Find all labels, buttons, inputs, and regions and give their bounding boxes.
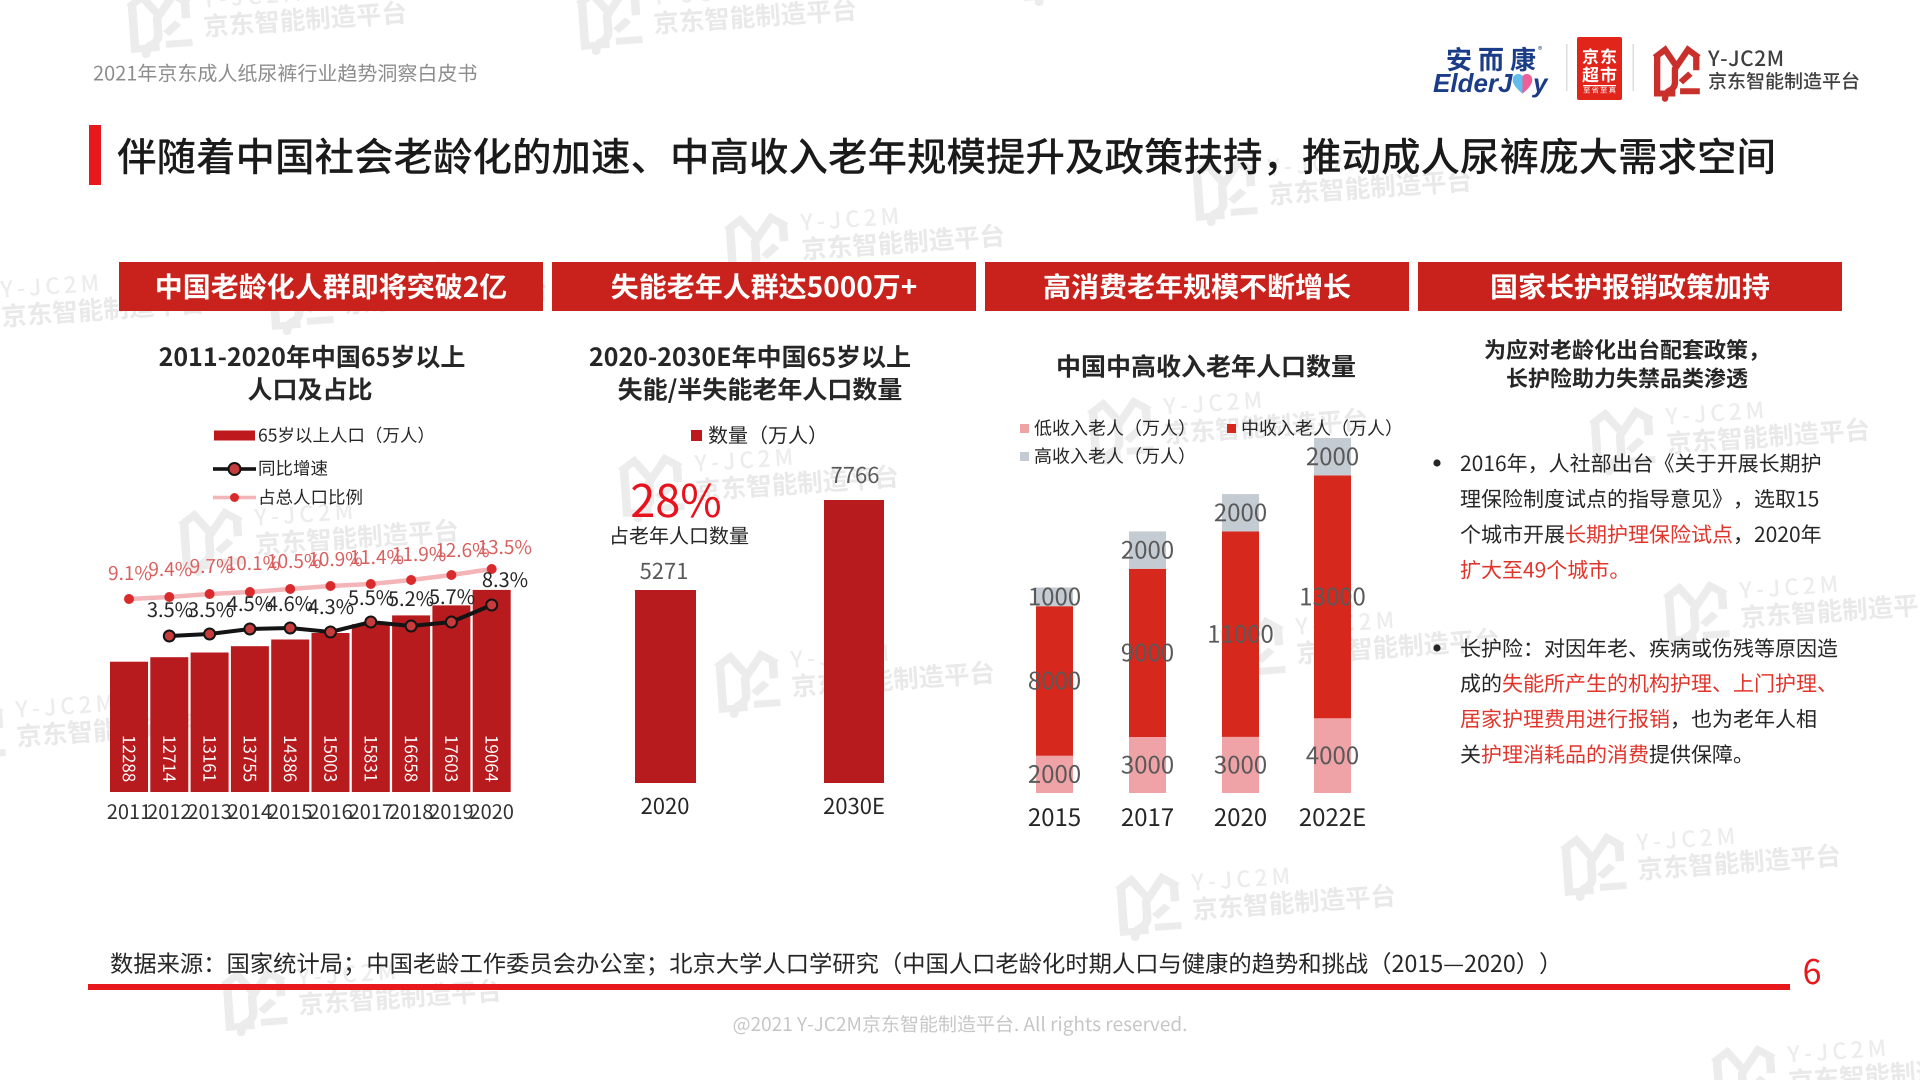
- svg-text:y: y: [1531, 68, 1549, 98]
- svg-text:ElderJ: ElderJ: [1433, 68, 1513, 98]
